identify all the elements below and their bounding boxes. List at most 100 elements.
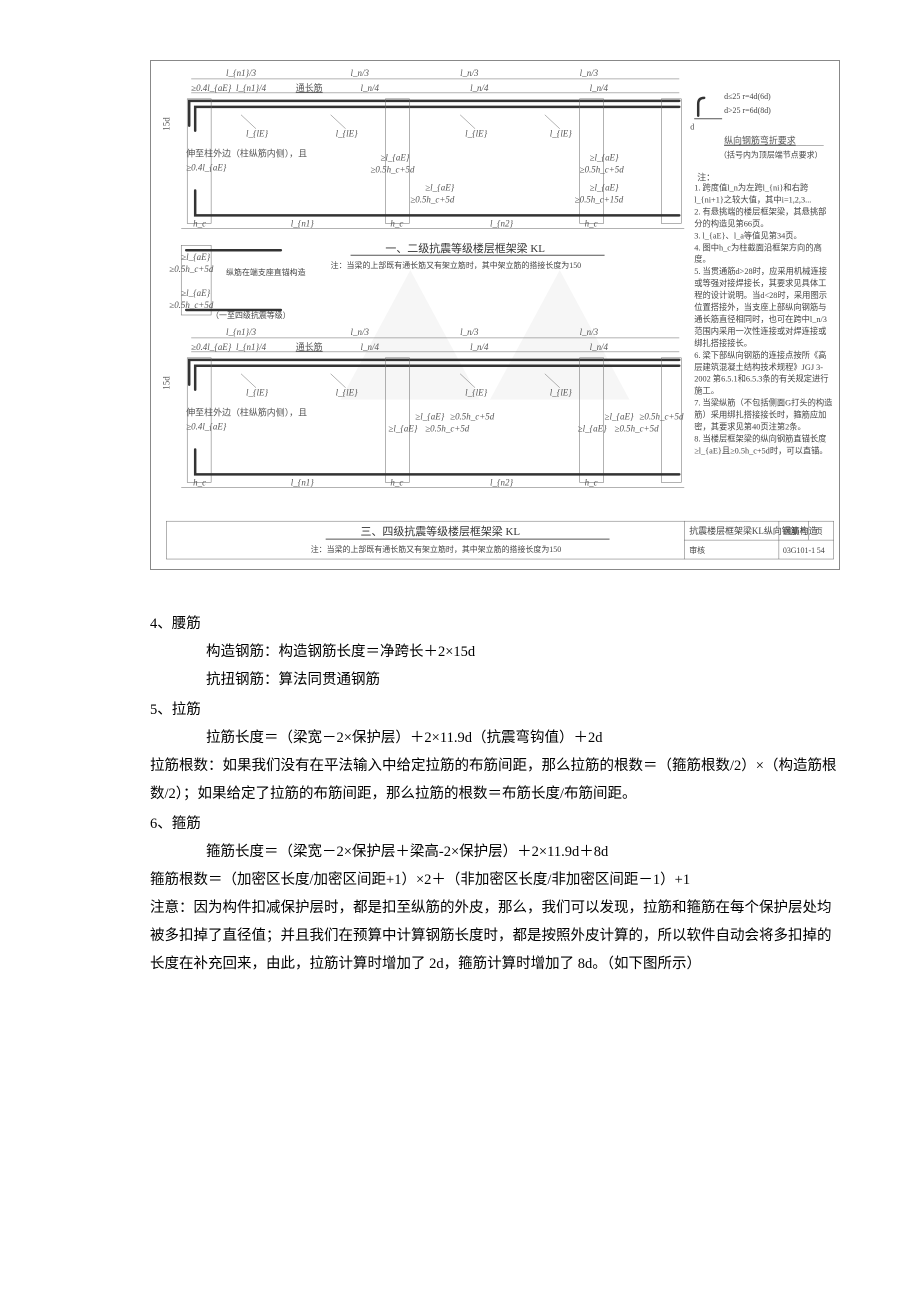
bend-1: d≤25 r=4d(6d) (724, 92, 771, 101)
bend-title: 纵向钢筋弯折要求 (724, 135, 796, 146)
svg-text:l_{lE}: l_{lE} (465, 388, 488, 398)
svg-text:l_{n1}/4: l_{n1}/4 (236, 342, 267, 352)
s6-line1: 箍筋长度＝（梁宽－2×保护层＋梁高-2×保护层）＋2×11.9d＋8d (150, 838, 845, 866)
label-zongsuo: 纵筋在端支座直锚构造 (226, 267, 306, 277)
dim-ln1: l_{n1} (291, 218, 314, 228)
notes-head: 注： (697, 172, 715, 183)
svg-text:l_{lE}: l_{lE} (465, 129, 488, 139)
box-tuji: 图集号 (784, 526, 808, 536)
dim-ln1-4: l_{n1}/4 (236, 83, 267, 93)
dim-hc-2: h_c (390, 218, 403, 228)
note-7: 7. 当梁纵筋（不包括侧面G打头的构造筋）采用绑扎搭接接长时，箍筋应加密，其要求… (694, 398, 833, 434)
dim-ln-4c: l_n/4 (590, 83, 609, 93)
diagram-svg: l_{n1}/3 l_n/3 l_n/3 l_n/3 ≥0.4l_{aE} l_… (151, 61, 839, 569)
svg-text:≥0.5h_c+5d: ≥0.5h_c+5d (639, 412, 684, 422)
dim-ln-3a: l_n/3 (351, 68, 370, 78)
s4-line2: 抗扭钢筋：算法同贯通钢筋 (150, 666, 845, 694)
dim-glae-c2: ≥l_{aE} (590, 182, 619, 192)
note-8: 8. 当楼层框架梁的纵向钢筋直锚长度≥l_{aE}且≥0.5h_c+5d时，可以… (694, 434, 833, 458)
bend-detail: d d≤25 r=4d(6d) d>25 r=6d(8d) 纵向钢筋弯折要求 （… (690, 92, 823, 160)
label-ydsj: （一至四级抗震等级） (211, 310, 291, 320)
det-05hc-1: ≥0.5h_c+5d (169, 264, 214, 274)
svg-text:l_n/3: l_n/3 (580, 327, 599, 337)
label-tongchang-1: 通长筋 (296, 82, 323, 93)
svg-text:≥0.5h_c+5d: ≥0.5h_c+5d (425, 424, 470, 434)
svg-text:≥0.5h_c+5d: ≥0.5h_c+5d (450, 412, 495, 422)
svg-text:h_c: h_c (585, 477, 598, 487)
s6-line3: 注意：因为构件扣减保护层时，都是扣至纵筋的外皮，那么，我们可以发现，拉筋和箍筋在… (150, 894, 845, 978)
det-glae-1: ≥l_{aE} (181, 252, 210, 262)
s4-line1: 构造钢筋：构造钢筋长度＝净跨长＋2×15d (150, 638, 845, 666)
body-text: 4、腰筋 构造钢筋：构造钢筋长度＝净跨长＋2×15d 抗扭钢筋：算法同贯通钢筋 … (150, 610, 845, 978)
rebar-diagram: l_{n1}/3 l_n/3 l_n/3 l_n/3 ≥0.4l_{aE} l_… (150, 60, 840, 570)
svg-text:l_n/3: l_n/3 (460, 327, 479, 337)
svg-text:≥0.4l_{aE}: ≥0.4l_{aE} (191, 342, 232, 352)
note-6: 6. 梁下部纵向钢筋的连接点按所《高层建筑混凝土结构技术规程》JGJ 3-200… (694, 350, 833, 398)
dim-04lae-a: ≥0.4l_{aE} (191, 83, 232, 93)
title-upper: 一、二级抗震等级楼层框架梁 KL (385, 241, 545, 255)
dim-05hc15d: ≥0.5h_c+15d (575, 194, 624, 204)
note-2: 2. 有悬挑端的楼层框架梁，其悬挑部分的构造见第66页。 (694, 206, 833, 230)
label-ge04-2: ≥0.4l_{aE} (186, 422, 227, 432)
bend-sub: （括号内为顶层端节点要求） (719, 150, 822, 160)
svg-text:l_{lE}: l_{lE} (336, 388, 359, 398)
box-tuji-val: 03G101-1 (783, 546, 815, 555)
svg-text:l_n/3: l_n/3 (351, 327, 370, 337)
s5-line2: 拉筋根数：如果我们没有在平法输入中给定拉筋的布筋间距，那么拉筋的根数＝（箍筋根数… (150, 752, 845, 808)
svg-text:≥l_{aE}: ≥l_{aE} (388, 424, 417, 434)
dim-ln-3c: l_n/3 (580, 68, 599, 78)
dim-ln2: l_{n2} (490, 218, 513, 228)
svg-text:≥l_{aE}: ≥l_{aE} (415, 412, 444, 422)
det-05hc-2: ≥0.5h_c+5d (169, 300, 214, 310)
label-shenzhi-2: 伸至柱外边（柱纵筋内侧），且 (186, 407, 307, 418)
note-lower: 注：当梁的上部既有通长筋又有架立筋时，其中架立筋的搭接长度为150 (311, 544, 562, 554)
bend-2: d>25 r=6d(8d) (724, 106, 771, 115)
box-page-val: 54 (817, 546, 825, 555)
svg-text:l_{lE}: l_{lE} (246, 388, 269, 398)
title-block: 抗震楼层框架梁KL纵向钢筋构造 图集号 03G101-1 审核 页 54 (684, 521, 833, 559)
svg-text:≥0.5h_c+5d: ≥0.5h_c+5d (615, 424, 660, 434)
dim-ln-4b: l_n/4 (470, 83, 489, 93)
svg-text:l_n/4: l_n/4 (361, 342, 380, 352)
label-shenzhi-1: 伸至柱外边（柱纵筋内侧），且 (186, 148, 307, 159)
s5-head: 5、拉筋 (150, 696, 845, 724)
notes-list: 1. 跨度值l_n为左跨l_{ni}和右跨l_{ni+1}之较大值，其中i=1,… (694, 183, 833, 517)
dim-glae-c1: ≥l_{aE} (425, 182, 454, 192)
dim-hc-1: h_c (193, 218, 206, 228)
note-5: 5. 当贯通筋d>28时，应采用机械连接或等强对接焊接长，其要求见具体工程的设计… (694, 266, 833, 350)
label-15d-2: 15d (161, 376, 171, 390)
note-upper: 注：当梁的上部既有通长筋又有架立筋时，其中架立筋的搭接长度为150 (331, 260, 582, 270)
svg-text:≥l_{aE}: ≥l_{aE} (605, 412, 634, 422)
lle-marks-upper: l_{lE} l_{lE} l_{lE} l_{lE} (241, 115, 572, 139)
title-lower: 三、四级抗震等级楼层框架梁 KL (361, 524, 521, 538)
note-3: 3. l_{aE}、l_a等值见第34页。 (694, 230, 833, 242)
bend-d: d (690, 123, 694, 132)
dim-ln-4a: l_n/4 (361, 83, 380, 93)
s6-line2: 箍筋根数＝（加密区长度/加密区间距+1）×2＋（非加密区长度/非加密区间距－1）… (150, 866, 845, 894)
dim-05hc-1: ≥0.5h_c+5d (370, 165, 415, 175)
svg-text:≥l_{aE}: ≥l_{aE} (578, 424, 607, 434)
svg-text:l_{n1}: l_{n1} (291, 477, 314, 487)
svg-text:l_{n1}/3: l_{n1}/3 (226, 327, 257, 337)
label-ge04-1: ≥0.4l_{aE} (186, 163, 227, 173)
svg-text:l_{lE}: l_{lE} (550, 388, 573, 398)
svg-text:l_{n2}: l_{n2} (490, 477, 513, 487)
dim-ln-3b: l_n/3 (460, 68, 479, 78)
box-bottom-left: 审核 (689, 545, 705, 555)
svg-text:l_{lE}: l_{lE} (336, 129, 359, 139)
label-tongchang-2: 通长筋 (296, 341, 323, 352)
svg-text:h_c: h_c (193, 477, 206, 487)
s5-line1: 拉筋长度＝（梁宽－2×保护层）＋2×11.9d（抗震弯钩值）＋2d (150, 724, 845, 752)
svg-text:l_{lE}: l_{lE} (550, 129, 573, 139)
dim-lae-2: ≥l_{aE} (590, 153, 619, 163)
dim-hc-3: h_c (585, 218, 598, 228)
note-1: 1. 跨度值l_n为左跨l_{ni}和右跨l_{ni+1}之较大值，其中i=1,… (694, 183, 833, 207)
svg-text:l_n/4: l_n/4 (470, 342, 489, 352)
dim-05hc-2: ≥0.5h_c+5d (580, 165, 625, 175)
dim-ln1-3: l_{n1}/3 (226, 68, 257, 78)
s6-head: 6、箍筋 (150, 810, 845, 838)
det-glae-2: ≥l_{aE} (181, 288, 210, 298)
box-page: 页 (815, 527, 823, 536)
label-15d-1: 15d (161, 117, 171, 131)
dim-05hc-c1: ≥0.5h_c+5d (410, 194, 455, 204)
